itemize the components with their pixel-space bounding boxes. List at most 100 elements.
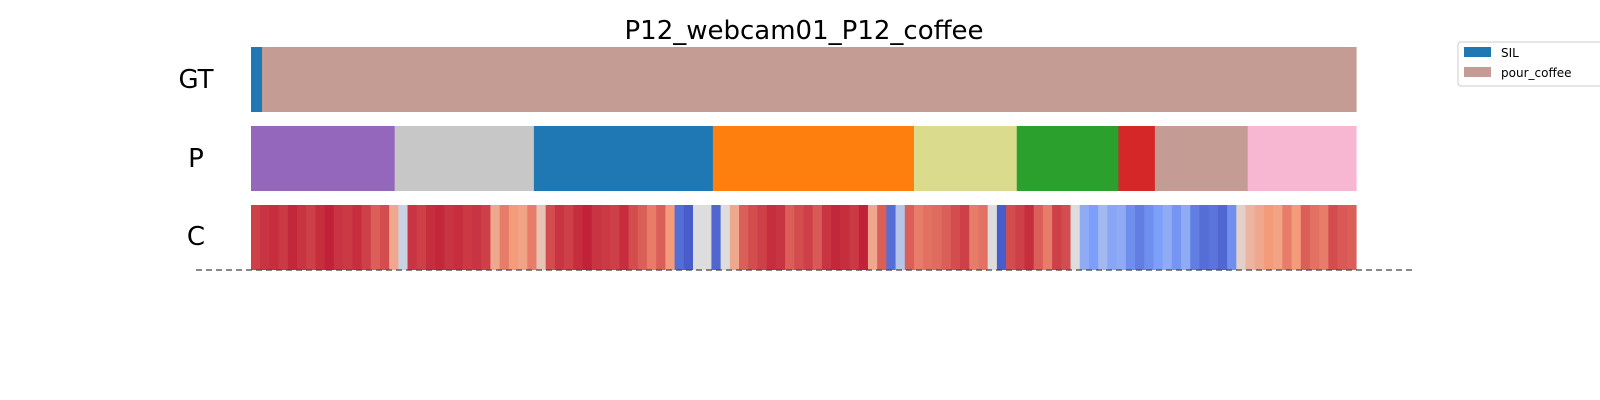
confidence-cell — [785, 205, 795, 270]
confidence-cell — [564, 205, 574, 270]
confidence-cell — [573, 205, 584, 270]
confidence-cell — [379, 205, 390, 270]
confidence-cell — [840, 205, 851, 270]
confidence-cell — [877, 205, 887, 270]
confidence-cell — [923, 205, 934, 270]
confidence-cell — [960, 205, 970, 270]
confidence-cell — [554, 205, 565, 270]
confidence-cell — [803, 205, 814, 270]
confidence-cell — [591, 205, 602, 270]
confidence-cell — [389, 205, 399, 270]
confidence-cell — [628, 205, 639, 270]
confidence-cell — [1181, 205, 1191, 270]
confidence-cell — [729, 205, 740, 270]
confidence-cell — [702, 205, 713, 270]
confidence-cell — [711, 205, 722, 270]
confidence-cell — [867, 205, 878, 270]
confidence-cell — [1125, 205, 1136, 270]
confidence-cell — [1107, 205, 1118, 270]
confidence-cell — [646, 205, 657, 270]
confidence-cell — [333, 205, 344, 270]
confidence-cell — [1033, 205, 1044, 270]
confidence-cell — [435, 205, 445, 270]
confidence-cell — [499, 205, 510, 270]
row-c — [251, 205, 1357, 270]
confidence-cell — [969, 205, 980, 270]
confidence-cell — [1098, 205, 1108, 270]
confidence-cell — [453, 205, 464, 270]
row-p — [251, 126, 1357, 191]
p-segment — [1154, 126, 1249, 191]
confidence-cell — [987, 205, 998, 270]
confidence-cell — [1153, 205, 1164, 270]
confidence-cell — [1208, 205, 1219, 270]
confidence-cell — [536, 205, 547, 270]
confidence-cell — [739, 205, 749, 270]
confidence-cell — [821, 205, 832, 270]
confidence-cell — [895, 205, 906, 270]
confidence-cell — [1319, 205, 1329, 270]
confidence-cell — [1346, 205, 1357, 270]
confidence-cell — [490, 205, 501, 270]
confidence-cell — [1263, 205, 1274, 270]
confidence-cell — [665, 205, 676, 270]
confidence-cell — [766, 205, 777, 270]
confidence-cell — [1245, 205, 1256, 270]
legend: SIL pour_coffee — [1457, 41, 1600, 87]
confidence-cell — [1088, 205, 1099, 270]
confidence-cell — [1015, 205, 1026, 270]
p-segment — [533, 126, 714, 191]
row-label-gt: GT — [178, 65, 213, 95]
p-segment — [1016, 126, 1120, 191]
confidence-cell — [315, 205, 326, 270]
confidence-cell — [407, 205, 418, 270]
confidence-cell — [545, 205, 556, 270]
confidence-cell — [775, 205, 786, 270]
confidence-cell — [508, 205, 519, 270]
confidence-cell — [352, 205, 363, 270]
confidence-cell — [1227, 205, 1237, 270]
confidence-cell — [950, 205, 961, 270]
confidence-cell — [1079, 205, 1090, 270]
confidence-cell — [849, 205, 860, 270]
confidence-cell — [1070, 205, 1081, 270]
row-label-p: P — [188, 144, 204, 174]
confidence-cell — [610, 205, 620, 270]
confidence-cell — [1042, 205, 1053, 270]
confidence-cell — [306, 205, 317, 270]
confidence-cell — [1217, 205, 1228, 270]
confidence-cell — [674, 205, 685, 270]
confidence-cell — [370, 205, 381, 270]
confidence-cell — [932, 205, 943, 270]
p-segment — [914, 126, 1018, 191]
confidence-cell — [251, 205, 261, 270]
confidence-cell — [1116, 205, 1127, 270]
confidence-cell — [1162, 205, 1173, 270]
confidence-cell — [481, 205, 492, 270]
confidence-cell — [1273, 205, 1283, 270]
confidence-cell — [693, 205, 703, 270]
confidence-cell — [978, 205, 989, 270]
p-segment — [712, 126, 915, 191]
confidence-cell — [683, 205, 694, 270]
confidence-cell — [656, 205, 666, 270]
legend-swatch-sil — [1464, 47, 1491, 57]
confidence-cell — [904, 205, 915, 270]
p-segment — [1118, 126, 1156, 191]
p-segment — [1247, 126, 1357, 191]
confidence-cell — [1328, 205, 1339, 270]
row-gt — [251, 47, 1357, 112]
row-label-c: C — [187, 222, 205, 252]
confidence-cell — [858, 205, 869, 270]
confidence-cell — [343, 205, 353, 270]
confidence-cell — [582, 205, 593, 270]
p-segment — [394, 126, 535, 191]
confidence-cell — [278, 205, 289, 270]
confidence-cell — [1006, 205, 1016, 270]
confidence-cell — [794, 205, 805, 270]
confidence-cell — [996, 205, 1007, 270]
confidence-cell — [1052, 205, 1062, 270]
legend-label-pour-coffee: pour_coffee — [1501, 66, 1571, 80]
confidence-cell — [757, 205, 768, 270]
